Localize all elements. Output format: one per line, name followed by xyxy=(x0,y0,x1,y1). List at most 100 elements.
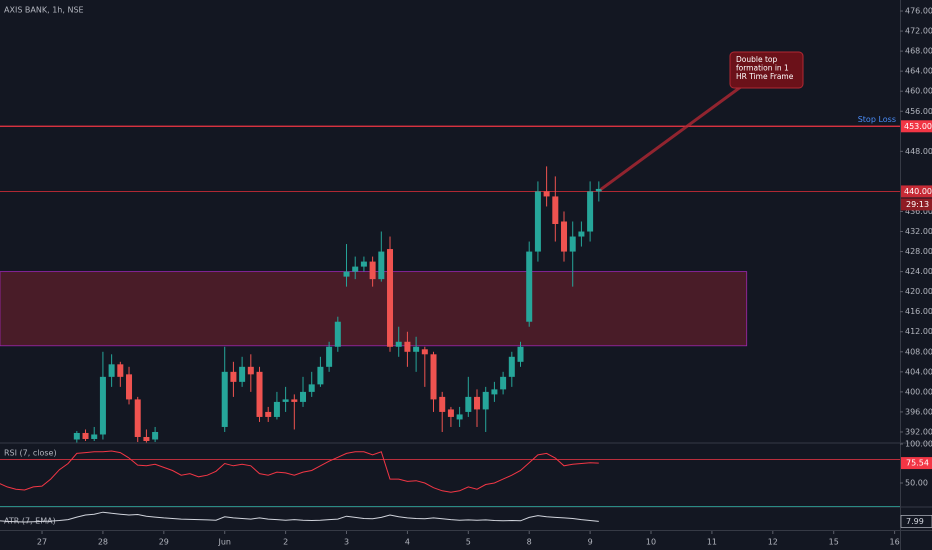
y-tick-label: 416.00 xyxy=(905,307,932,316)
y-tick-label: 400.00 xyxy=(905,387,932,396)
candle-body xyxy=(265,411,272,417)
x-tick-label: Jun xyxy=(217,538,231,547)
y-tick-label: 420.00 xyxy=(905,287,932,296)
candle-body xyxy=(82,432,89,439)
y-tick-label: 396.00 xyxy=(905,407,932,416)
candle-body xyxy=(152,431,159,440)
y-tick-label: 464.00 xyxy=(905,67,932,76)
candle-body xyxy=(126,374,133,400)
candle-body xyxy=(413,346,420,352)
candle-body xyxy=(569,236,576,252)
candle-body xyxy=(595,188,602,192)
candle-body xyxy=(73,432,80,440)
last-value-label: 7.99 xyxy=(906,517,924,526)
price-level-label: 453.00 xyxy=(904,122,932,131)
y-tick-label: 412.00 xyxy=(905,327,932,336)
candle-body xyxy=(543,191,550,197)
y-tick-label: 436.00 xyxy=(905,207,932,216)
y-tick-label: 408.00 xyxy=(905,347,932,356)
x-tick-label: 15 xyxy=(829,538,839,547)
price-level-tag xyxy=(901,185,932,198)
candle-body xyxy=(247,366,254,375)
candle-body xyxy=(108,364,115,377)
candle-body xyxy=(508,356,515,377)
candle-body xyxy=(465,396,472,412)
annotation-text: HR Time Frame xyxy=(736,72,794,81)
x-tick-label: 27 xyxy=(37,538,47,547)
candle-body xyxy=(404,341,411,352)
x-tick-label: 3 xyxy=(344,538,349,547)
annotation-box xyxy=(729,51,804,89)
candle-body xyxy=(291,399,298,402)
indicator-line xyxy=(0,450,599,493)
x-tick-label: 11 xyxy=(707,538,717,547)
candle-body xyxy=(308,384,315,392)
x-tick-label: 4 xyxy=(405,538,410,547)
x-tick-label: 28 xyxy=(98,538,108,547)
candle-body xyxy=(578,231,585,237)
candle-body xyxy=(474,396,481,410)
annotation-text: Double top xyxy=(736,55,777,64)
candle-body xyxy=(99,376,106,435)
x-tick-label: 29 xyxy=(159,538,169,547)
indicator-title: RSI (7, close) xyxy=(4,449,57,458)
candle-body xyxy=(456,414,463,420)
candle-body xyxy=(517,346,524,362)
candle-body xyxy=(343,271,350,277)
y-tick-label: 424.00 xyxy=(905,267,932,276)
candle-body xyxy=(334,321,341,347)
y-tick-label: 468.00 xyxy=(905,47,932,56)
zone xyxy=(0,271,748,347)
candle-body xyxy=(526,251,533,322)
candle-body xyxy=(500,376,507,390)
y-tick-label: 404.00 xyxy=(905,367,932,376)
candle-body xyxy=(369,261,376,280)
candle-body xyxy=(352,266,359,272)
last-value-label: 75.54 xyxy=(906,459,929,468)
candle-body xyxy=(430,354,437,400)
countdown: 29:13 xyxy=(906,200,929,209)
candle-body xyxy=(387,249,394,347)
last-value-tag xyxy=(901,457,932,470)
candle-body xyxy=(239,366,246,382)
candle-body xyxy=(256,371,263,417)
y-tick-label: 456.00 xyxy=(905,107,932,116)
y-tick-label: 448.00 xyxy=(905,147,932,156)
y-tick-label: 50.00 xyxy=(905,478,928,487)
candle-body xyxy=(395,341,402,347)
candle-body xyxy=(300,391,307,402)
candle-body xyxy=(273,401,280,417)
y-tick-label: 392.00 xyxy=(905,427,932,436)
candle-body xyxy=(561,221,568,252)
candle-body xyxy=(143,436,150,441)
indicator-title: ATR (7, EMA) xyxy=(4,517,56,526)
candle-body xyxy=(230,371,237,382)
candle-body xyxy=(91,434,98,439)
x-tick-label: 10 xyxy=(646,538,656,547)
candle-body xyxy=(378,251,385,280)
candle-body xyxy=(447,409,454,417)
level-text: Stop Loss xyxy=(858,115,896,124)
x-tick-label: 9 xyxy=(588,538,593,547)
candle-body xyxy=(134,399,141,437)
y-tick-label: 432.00 xyxy=(905,227,932,236)
candle-body xyxy=(491,389,498,395)
price-level-label: 440.00 xyxy=(904,187,932,196)
candle-body xyxy=(117,364,124,377)
y-tick-label: 476.00 xyxy=(905,7,932,16)
candle-body xyxy=(326,346,333,367)
countdown-tag xyxy=(901,198,932,211)
x-tick-label: 12 xyxy=(768,538,778,547)
x-tick-label: 2 xyxy=(283,538,288,547)
price-level-tag xyxy=(901,120,932,133)
x-tick-label: 8 xyxy=(527,538,532,547)
candle-body xyxy=(552,196,559,225)
candle-body xyxy=(439,396,446,412)
candle-body xyxy=(482,391,489,410)
annotation-text: formation in 1 xyxy=(736,64,789,73)
annotation-arrow xyxy=(599,84,743,191)
y-tick-label: 460.00 xyxy=(905,87,932,96)
candle-body xyxy=(317,366,324,385)
y-tick-label: 100.00 xyxy=(905,440,932,449)
